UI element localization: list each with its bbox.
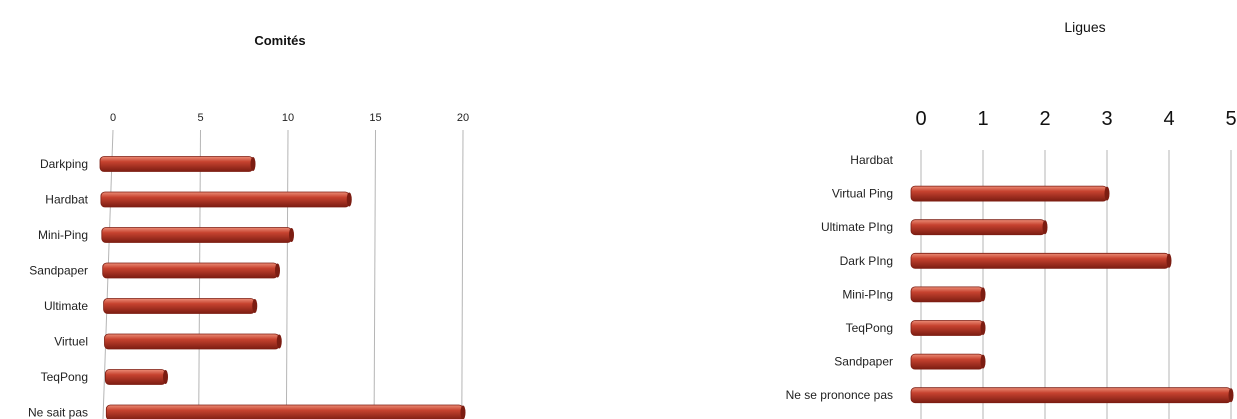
left-bar-cap (250, 157, 256, 171)
left-bar-cap (276, 334, 282, 349)
right-x-tick-label: 3 (1101, 108, 1112, 130)
right-category-label: Hardbat (850, 153, 893, 167)
left-chart-bars (99, 156, 466, 419)
left-bar-cap (460, 405, 466, 419)
right-bar-cap (1166, 253, 1172, 268)
right-category-label: Sandpaper (834, 355, 893, 369)
right-bar (910, 353, 984, 370)
right-x-tick-label: 5 (1225, 108, 1236, 130)
left-gridline (373, 129, 376, 419)
left-category-label: Ne sait pas (28, 406, 88, 419)
right-bar-cap (980, 287, 986, 302)
right-bar-cap (1228, 388, 1234, 403)
left-x-tick-label: 20 (457, 112, 469, 124)
right-category-label: Dark PIng (840, 254, 893, 268)
right-category-label: Mini-PIng (842, 287, 893, 301)
left-bar-cap (163, 370, 168, 384)
right-chart-title: Ligues (1064, 19, 1105, 35)
right-x-tick-label: 0 (915, 108, 926, 130)
right-category-label: TeqPong (846, 321, 893, 335)
left-chart-category-labels: Darkping Hardbat Mini-Ping Sandpaper Ultimat… (28, 157, 89, 419)
right-chart-x-ticks: 0 1 2 3 4 5 (915, 108, 1236, 130)
left-category-label: Hardbat (45, 193, 88, 207)
left-x-tick-label: 15 (369, 112, 381, 124)
left-bar (100, 191, 350, 208)
right-bar-cap (1042, 220, 1048, 235)
left-bar-cap (252, 299, 258, 313)
right-bar (910, 320, 984, 336)
left-category-label: Sandpaper (29, 264, 88, 278)
left-bar-cap (346, 192, 352, 207)
left-bar-cap (275, 263, 280, 278)
left-chart: Comités 0 5 10 15 20 Darkping Hardbat Mini-Pin… (28, 33, 469, 419)
left-x-tick-label: 0 (110, 112, 116, 124)
right-category-label: Virtual Ping (832, 187, 893, 201)
right-bar (910, 185, 1108, 202)
right-category-label: Ne se prononce pas (786, 388, 893, 402)
right-bar (910, 252, 1170, 269)
right-chart-category-labels: Hardbat Virtual Ping Ultimate PIng Dark PIn… (786, 153, 894, 402)
left-chart-title: Comités (254, 33, 305, 48)
left-x-tick-label: 10 (282, 112, 294, 124)
right-bar (910, 219, 1046, 236)
left-gridline (285, 129, 289, 419)
right-category-label: Ultimate PIng (821, 220, 893, 234)
right-bar-cap (980, 354, 986, 369)
left-bar (105, 404, 464, 419)
right-bar (910, 286, 984, 303)
right-chart-bars (910, 185, 1234, 404)
left-gridline (461, 129, 464, 419)
right-bar (910, 387, 1232, 404)
left-bar (104, 333, 280, 350)
left-category-label: TeqPong (41, 370, 88, 384)
left-bar (102, 262, 278, 279)
right-bar-cap (1104, 186, 1110, 201)
left-bar (105, 369, 166, 385)
right-bar-cap (980, 321, 986, 335)
left-x-tick-label: 5 (197, 112, 203, 124)
right-x-tick-label: 4 (1163, 108, 1174, 130)
left-chart-x-ticks: 0 5 10 15 20 (110, 112, 469, 124)
right-x-tick-label: 1 (977, 108, 988, 130)
left-bar (101, 227, 292, 243)
left-category-label: Ultimate (44, 299, 88, 313)
left-category-label: Darkping (40, 157, 88, 171)
left-category-label: Virtuel (54, 335, 88, 349)
right-x-tick-label: 2 (1039, 108, 1050, 130)
left-bar (99, 156, 254, 172)
left-category-label: Mini-Ping (38, 228, 88, 242)
right-chart: Ligues 0 1 2 3 4 5 Hardbat Virtual Ping Ultimat… (786, 19, 1237, 419)
left-bar (103, 298, 256, 314)
left-bar-cap (289, 228, 294, 242)
